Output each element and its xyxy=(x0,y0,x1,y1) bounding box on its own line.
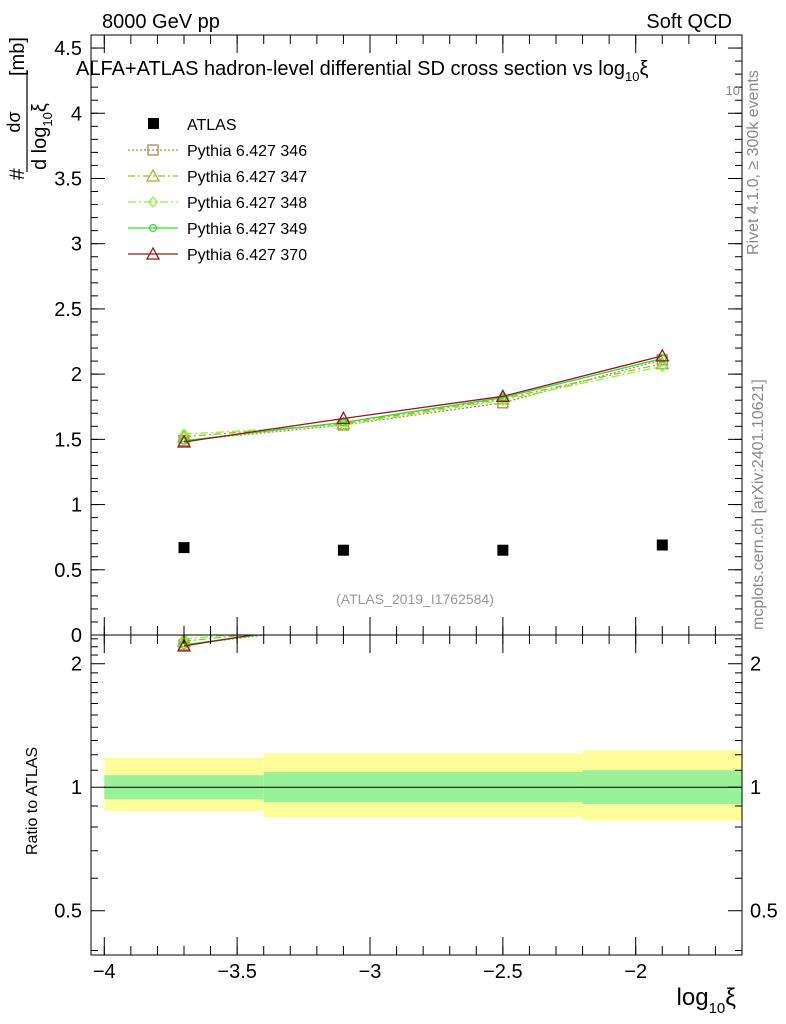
ratio-series-0-point-2 xyxy=(498,603,508,613)
main-y-axis: 0 0.5 1 1.5 2 2.5 3 3.5 4 4.5 xyxy=(54,38,742,647)
main-ytick-label-1: 0.5 xyxy=(54,560,82,582)
ylabel-den-xi: ξ xyxy=(29,103,51,112)
ratio-series-3-point-2 xyxy=(499,600,506,607)
atlas-point-2 xyxy=(497,544,509,556)
main-series xyxy=(176,348,670,448)
ratio-frame xyxy=(90,634,743,956)
ylabel-unit: [mb] xyxy=(7,37,29,76)
legend-marker-2 xyxy=(148,195,158,209)
series-line-2 xyxy=(183,365,663,435)
legend-marker-0 xyxy=(147,144,159,156)
rivet-version-label: Rivet 4.1.0, ≥ 300k events xyxy=(745,70,762,255)
series-4-point-0 xyxy=(176,434,192,448)
series-4-point-2 xyxy=(495,388,510,402)
legend-marker-3 xyxy=(148,223,158,233)
ratio-ytick-label-right-0: 0.5 xyxy=(750,901,778,923)
ylabel-hash: # xyxy=(6,168,29,180)
plot-title-tail: ξ xyxy=(639,58,648,80)
atlas-point-1 xyxy=(337,544,349,556)
plot-title: ALFA+ATLAS hadron-level differential SD … xyxy=(76,58,648,84)
series-line-3 xyxy=(183,357,663,442)
plot-title-text: ALFA+ATLAS hadron-level differential SD … xyxy=(76,58,625,80)
xlabel-sub: 10 xyxy=(709,1000,726,1017)
xtick-label-1: −3.5 xyxy=(217,961,256,983)
mcplots-label: mcplots.cern.ch [arXiv:2401.10621] xyxy=(750,379,767,630)
process-label: Soft QCD xyxy=(646,11,732,33)
legend-marker-4 xyxy=(145,246,161,260)
ratio-ytick-label-right-2: 2 xyxy=(750,654,761,676)
ylabel-denominator: d log10ξ xyxy=(29,103,55,170)
ratio-ytick-label-left-0: 0.5 xyxy=(54,901,82,923)
xlabel-text: log xyxy=(677,984,709,1011)
main-ytick-label-3: 1.5 xyxy=(54,429,82,451)
ratio-series-2-point-3 xyxy=(658,587,666,597)
legend-label-2: Pythia 6.427 348 xyxy=(187,195,307,212)
ratio-ytick-label-right-1: 1 xyxy=(750,777,761,799)
ratio-series-2-point-2 xyxy=(499,601,507,611)
main-ytick-label-9: 4.5 xyxy=(54,38,82,60)
legend: ATLAS Pythia 6.427 346 Pythia 6.427 347 Pyt… xyxy=(128,117,307,264)
xtick-label-4: −2 xyxy=(624,961,647,983)
series-line-0 xyxy=(183,359,663,442)
ratio-y-axis: 0.5 0.5 1 1 2 2 xyxy=(54,638,778,951)
main-ytick-label-6: 3 xyxy=(71,234,82,256)
main-ytick-label-7: 3.5 xyxy=(54,168,82,190)
ratio-series-4-point-3 xyxy=(656,580,668,591)
ratio-bands xyxy=(104,750,742,821)
series-2-point-3 xyxy=(657,360,668,373)
main-ytick-label-2: 1 xyxy=(71,495,82,517)
energy-label: 8000 GeV pp xyxy=(102,11,220,33)
main-ytick-label-5: 2.5 xyxy=(54,299,82,321)
ylabel-den-sub: 10 xyxy=(40,112,55,126)
xtick-label-3: −2.5 xyxy=(483,961,522,983)
xtick-label-0: −4 xyxy=(93,961,116,983)
legend-label-0: Pythia 6.427 346 xyxy=(187,143,307,160)
xtick-label-2: −3 xyxy=(359,961,382,983)
ratio-series-4-point-2 xyxy=(497,597,509,608)
main-ytick-label-0: 0 xyxy=(71,625,82,647)
ratio-series-1-point-2 xyxy=(497,599,509,610)
series-2-point-0 xyxy=(179,428,189,441)
ratio-series-0-point-3 xyxy=(657,583,667,593)
legend-marker-1 xyxy=(145,168,161,182)
ratio-y-label: Ratio to ATLAS xyxy=(24,747,41,855)
main-data-points xyxy=(178,539,668,556)
legend-label-4: Pythia 6.427 370 xyxy=(187,247,307,264)
legend-atlas-label: ATLAS xyxy=(187,117,237,134)
xlabel-xi: ξ xyxy=(725,984,736,1011)
x-axis: −4 −3.5 −3 −2.5 −2 xyxy=(93,35,743,983)
ylabel-numerator: dσ xyxy=(4,111,24,132)
y-axis-label: # dσ d log10ξ [mb] xyxy=(4,37,55,180)
series-1-point-3 xyxy=(655,356,670,370)
legend-label-1: Pythia 6.427 347 xyxy=(187,169,307,186)
atlas-point-0 xyxy=(178,542,190,554)
ratio-series-4-point-1 xyxy=(337,614,349,625)
series-line-4 xyxy=(183,355,663,443)
series-4-point-1 xyxy=(336,411,351,425)
legend-label-3: Pythia 6.427 349 xyxy=(187,221,307,238)
ratio-series-4-point-0 xyxy=(176,638,192,652)
analysis-reference: (ATLAS_2019_I1762584) xyxy=(336,591,494,607)
series-3-point-3 xyxy=(658,354,667,363)
main-ytick-label-4: 2 xyxy=(71,364,82,386)
legend-atlas-marker xyxy=(148,118,159,129)
x-axis-label: log10ξ xyxy=(677,984,737,1017)
main-ytick-label-8: 4 xyxy=(71,103,82,125)
ylabel-den-text: d log xyxy=(29,127,51,170)
ratio-series-1-point-3 xyxy=(656,585,668,596)
ratio-series-3-point-1 xyxy=(340,620,347,627)
ratio-ytick-label-left-1: 1 xyxy=(71,777,82,799)
ratio-series-3-point-3 xyxy=(659,584,666,591)
exponent-label: 10 xyxy=(726,83,740,98)
series-4-point-3 xyxy=(655,348,670,362)
ratio-ytick-label-left-2: 2 xyxy=(71,654,82,676)
plot-title-sub: 10 xyxy=(625,69,639,84)
atlas-point-3 xyxy=(656,539,668,551)
